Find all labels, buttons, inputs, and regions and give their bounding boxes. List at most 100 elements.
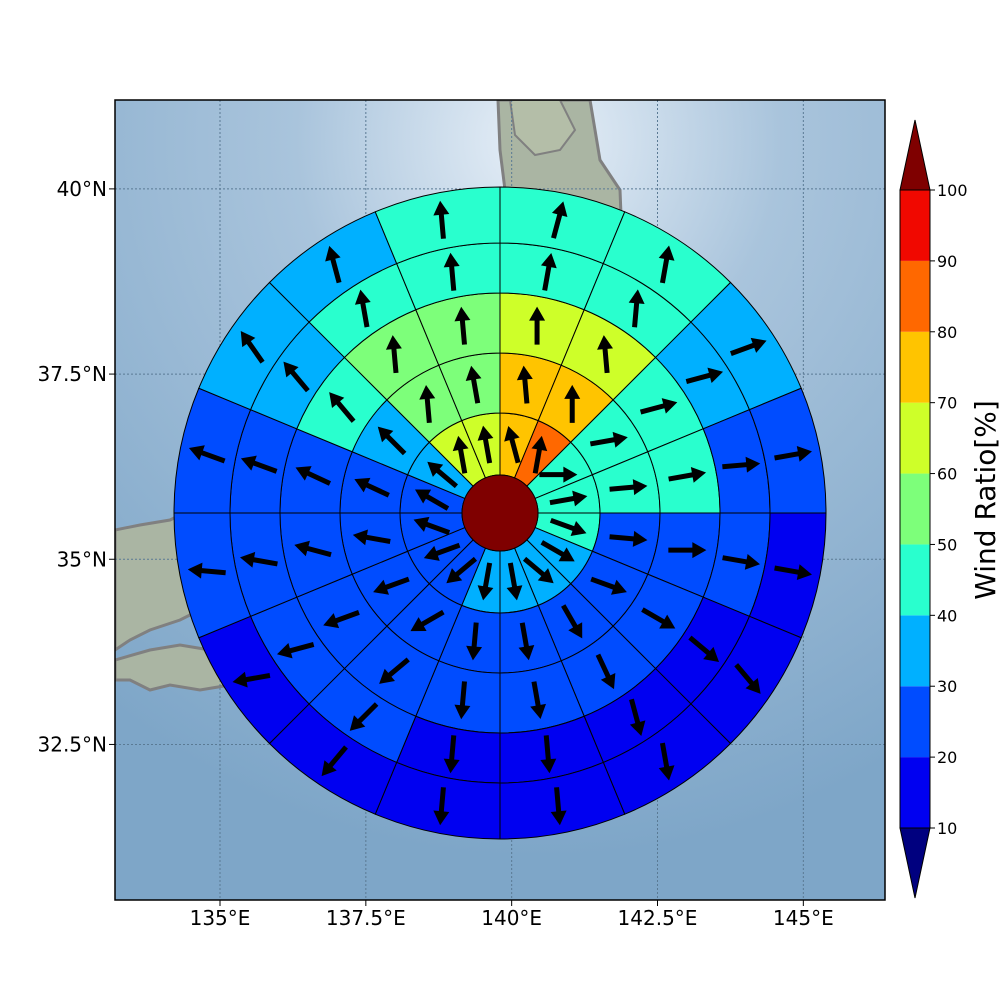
wind-arrow xyxy=(354,289,371,328)
wind-arrow xyxy=(294,540,332,558)
wind-arrow xyxy=(325,245,342,284)
wind-arrow xyxy=(452,435,469,474)
wind-arrow xyxy=(283,361,310,393)
wind-arrow xyxy=(658,245,675,284)
colorbar-tick-label: 20 xyxy=(937,748,957,767)
colorbar: 10 20 30 40 50 60 70 80 90 100 xyxy=(899,119,968,899)
x-tick-label: 145°E xyxy=(773,906,834,930)
wind-arrow xyxy=(564,384,581,423)
wind-arrow xyxy=(668,542,707,559)
wind-arrow xyxy=(373,576,410,595)
wind-arrow xyxy=(516,365,533,404)
wind-arrow xyxy=(354,477,390,498)
colorbar-segment xyxy=(900,544,930,616)
colorbar-segment xyxy=(900,473,930,545)
wind-arrow xyxy=(377,426,407,456)
wind-arrow xyxy=(379,657,410,684)
wind-arrow xyxy=(722,553,760,570)
x-tick-label: 142.5°E xyxy=(618,906,698,930)
wind-arrow xyxy=(465,365,482,404)
x-tick-label: 137.5°E xyxy=(326,906,406,930)
y-axis-ticks: 40°N 37.5°N 35°N 32.5°N xyxy=(38,177,115,756)
wind-arrow xyxy=(549,517,587,537)
y-tick-label: 37.5°N xyxy=(38,362,108,386)
colorbar-segment xyxy=(900,331,930,403)
x-axis-ticks: 135°E 137.5°E 140°E 142.5°E 145°E xyxy=(190,900,834,930)
wind-arrow xyxy=(443,252,460,291)
wind-arrow xyxy=(529,306,546,345)
wind-arrow xyxy=(410,609,445,632)
wind-arrow xyxy=(590,576,627,595)
colorbar-segment xyxy=(900,686,930,758)
colorbar-segment xyxy=(900,615,930,687)
wind-arrow xyxy=(628,289,645,328)
colorbar-segment xyxy=(900,757,930,828)
wind-arrow xyxy=(688,635,720,662)
wind-arrow xyxy=(321,745,348,777)
colorbar-segment xyxy=(900,190,930,261)
wind-arrow xyxy=(323,610,360,629)
wind-arrow xyxy=(477,562,494,601)
wind-arrow xyxy=(629,698,646,737)
wind-arrow xyxy=(446,556,478,584)
wind-arrow xyxy=(551,201,568,239)
wind-arrow xyxy=(540,253,557,291)
colorbar-segment xyxy=(900,402,930,474)
land-hokkaido xyxy=(508,100,577,157)
wind-arrow xyxy=(433,787,450,826)
colorbar-tick-label: 30 xyxy=(937,677,957,696)
y-tick-label: 40°N xyxy=(57,177,107,201)
wind-arrow xyxy=(240,331,265,364)
wind-arrow xyxy=(597,335,614,374)
wind-arrow xyxy=(240,551,278,568)
wind-arrow xyxy=(774,445,812,462)
center-cell xyxy=(461,474,539,552)
wind-arrow xyxy=(540,540,575,562)
wind-arrow xyxy=(454,681,471,720)
wind-arrow xyxy=(685,367,724,384)
colorbar-label: Wind Ratio[%] xyxy=(969,400,1000,600)
x-tick-label: 135°E xyxy=(190,906,251,930)
wind-arrow xyxy=(539,466,578,483)
colorbar-tick-label: 90 xyxy=(937,252,957,271)
y-tick-label: 35°N xyxy=(57,547,107,571)
wind-arrow xyxy=(276,642,315,659)
colorbar-tick-label: 70 xyxy=(937,394,957,413)
wind-arrow xyxy=(668,467,707,483)
wind-arrow xyxy=(433,200,450,239)
wind-arrow xyxy=(443,735,460,774)
wind-arrow xyxy=(423,542,461,561)
colorbar-segment xyxy=(900,260,930,332)
wind-arrow xyxy=(427,461,459,489)
wind-arrow xyxy=(549,490,588,507)
colorbar-tick-label: 80 xyxy=(937,323,957,342)
wind-arrow xyxy=(609,479,648,496)
wind-arrow xyxy=(774,564,812,581)
wind-arrow xyxy=(522,556,554,584)
wind-arrow xyxy=(419,384,436,424)
wind-arrow xyxy=(454,306,471,345)
colorbar-tick-label: 40 xyxy=(937,606,957,625)
wind-arrow xyxy=(595,653,616,690)
wind-arrow xyxy=(550,787,567,826)
wind-arrow xyxy=(506,562,523,601)
colorbar-frame xyxy=(899,189,931,829)
wind-arrow xyxy=(609,530,648,547)
y-tick-label: 32.5°N xyxy=(38,732,108,756)
wind-arrow xyxy=(531,435,548,474)
wind-arrow xyxy=(477,425,494,464)
wind-arrow xyxy=(641,607,676,629)
wind-arrow xyxy=(349,702,379,731)
wind-arrow xyxy=(639,398,678,415)
wind-arrow xyxy=(518,622,535,661)
colorbar-tick-label: 50 xyxy=(937,535,957,554)
wind-arrow xyxy=(385,335,402,374)
wind-arrow xyxy=(734,663,761,694)
wind-arrow xyxy=(188,445,226,464)
wind-arrow xyxy=(415,489,450,511)
wind-arrow xyxy=(352,529,391,546)
wind-arrow xyxy=(413,516,451,535)
wind-arrow xyxy=(658,742,675,781)
wind-arrow xyxy=(722,456,761,473)
